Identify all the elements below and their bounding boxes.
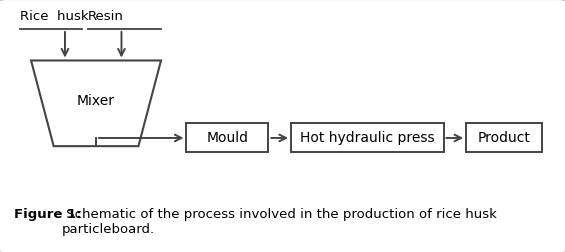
Text: Mould: Mould [206, 131, 249, 145]
Text: Schematic of the process involved in the production of rice husk
particleboard.: Schematic of the process involved in the… [62, 208, 497, 236]
FancyBboxPatch shape [466, 123, 542, 152]
FancyBboxPatch shape [186, 123, 268, 152]
Text: Resin: Resin [88, 10, 123, 23]
Text: Rice  husk: Rice husk [20, 10, 88, 23]
Text: Product: Product [478, 131, 531, 145]
Polygon shape [31, 60, 161, 146]
Text: Figure 1:: Figure 1: [14, 208, 81, 221]
FancyBboxPatch shape [291, 123, 444, 152]
Text: Hot hydraulic press: Hot hydraulic press [300, 131, 434, 145]
Text: Mixer: Mixer [77, 94, 115, 108]
